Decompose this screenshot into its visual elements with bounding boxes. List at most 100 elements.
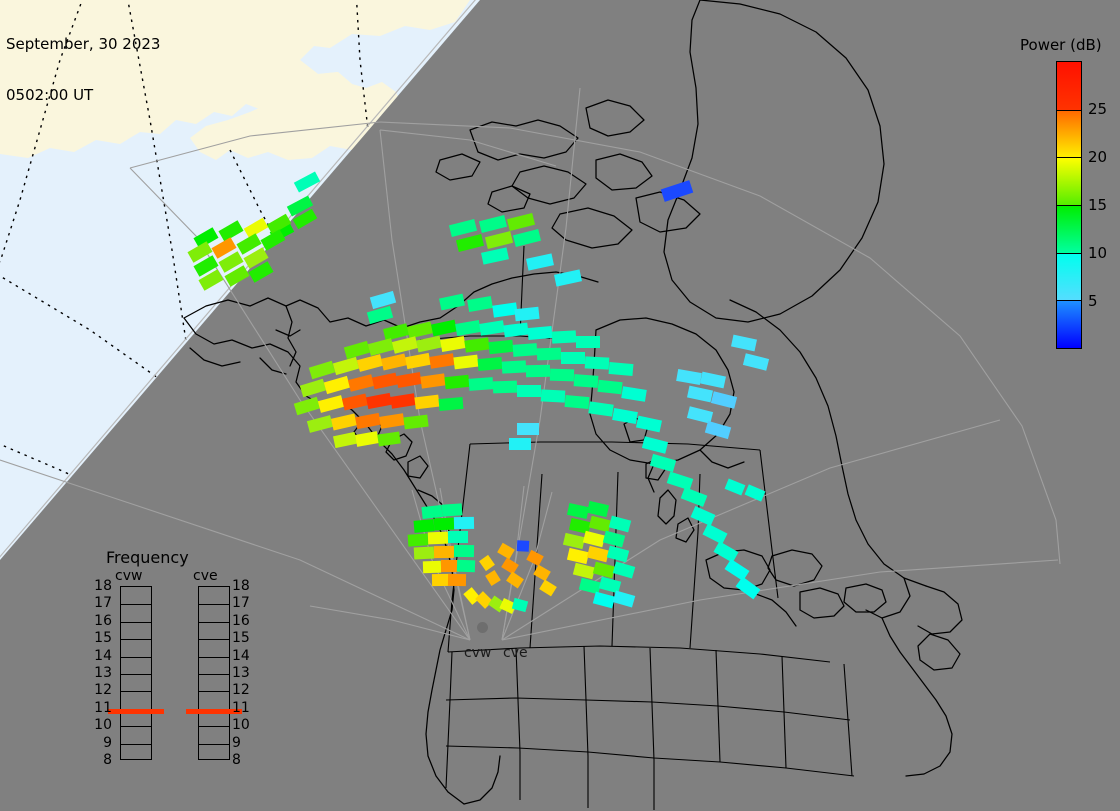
frequency-tick-label: 12 bbox=[94, 682, 112, 699]
frequency-tick-label: 16 bbox=[232, 612, 250, 629]
radar-cell bbox=[467, 296, 493, 312]
frequency-tick-label: 17 bbox=[232, 595, 250, 612]
radar-cell bbox=[198, 269, 224, 291]
frequency-tick-row bbox=[121, 726, 151, 743]
radar-cell bbox=[355, 431, 379, 447]
colorbar-tick-label: 10 bbox=[1088, 244, 1108, 262]
frequency-tick-label: 10 bbox=[94, 717, 112, 734]
radar-cell bbox=[582, 530, 606, 548]
radar-cell bbox=[586, 545, 610, 563]
colorbar-tick-label: 5 bbox=[1088, 292, 1098, 310]
radar-cell bbox=[488, 339, 514, 355]
radar-cell bbox=[690, 506, 716, 526]
radar-cell bbox=[676, 369, 702, 385]
radar-cell bbox=[330, 413, 358, 431]
radar-cell bbox=[453, 544, 475, 558]
radar-data-cells bbox=[187, 171, 770, 614]
frequency-bar-cvw bbox=[120, 586, 152, 760]
radar-cell bbox=[224, 265, 250, 287]
radar-cell bbox=[506, 571, 524, 589]
frequency-tick-row bbox=[199, 587, 229, 604]
radar-cell bbox=[366, 392, 392, 410]
frequency-tick-row bbox=[199, 691, 229, 708]
frequency-tick-row bbox=[121, 639, 151, 656]
frequency-tick-label: 8 bbox=[103, 752, 112, 768]
radar-cell bbox=[687, 385, 713, 403]
radar-cell bbox=[308, 360, 336, 380]
radar-cell bbox=[554, 269, 582, 287]
radar-cell bbox=[713, 541, 739, 563]
radar-cell bbox=[503, 322, 529, 338]
radar-cell bbox=[431, 573, 451, 587]
radar-cell bbox=[406, 321, 434, 339]
radar-cell bbox=[731, 334, 757, 352]
radar-cell bbox=[704, 420, 732, 440]
radar-cell bbox=[517, 385, 541, 397]
colorbar-segment bbox=[1057, 252, 1081, 301]
radar-cell bbox=[536, 347, 562, 361]
radar-cell bbox=[356, 354, 384, 372]
colorbar-title: Power (dB) bbox=[1020, 36, 1102, 54]
radar-cell bbox=[561, 352, 585, 364]
radar-cell bbox=[391, 336, 419, 354]
frequency-tick-row bbox=[199, 604, 229, 621]
radar-cell bbox=[660, 180, 694, 202]
radar-cell bbox=[453, 516, 475, 530]
radar-cell bbox=[463, 587, 481, 605]
radar-cell bbox=[323, 375, 351, 395]
radar-cell bbox=[533, 564, 551, 582]
colorbar-segment bbox=[1057, 109, 1081, 158]
radar-cell bbox=[372, 372, 398, 390]
radar-cell bbox=[193, 255, 219, 277]
radar-cell bbox=[562, 532, 586, 550]
radar-cell bbox=[347, 374, 375, 392]
frequency-tick-label: 16 bbox=[94, 612, 112, 629]
radar-cell bbox=[413, 546, 435, 560]
plot-time: 0502:00 UT bbox=[6, 86, 94, 104]
radar-cell bbox=[382, 323, 410, 341]
radar-cell bbox=[355, 412, 381, 430]
radar-cell bbox=[606, 545, 630, 563]
colorbar-gradient bbox=[1056, 61, 1082, 349]
radar-cell bbox=[379, 413, 405, 429]
radar-site-label-cvw: cvw bbox=[464, 645, 492, 661]
radar-cell bbox=[243, 217, 269, 239]
radar-cell bbox=[433, 517, 455, 531]
radar-cell bbox=[540, 389, 566, 403]
frequency-tick-label: 15 bbox=[232, 630, 250, 647]
radar-cell bbox=[377, 431, 401, 447]
radar-cell bbox=[649, 453, 677, 473]
radar-cell bbox=[525, 364, 551, 378]
radar-cell bbox=[527, 325, 553, 341]
colorbar-tick-label: 20 bbox=[1088, 148, 1108, 166]
radar-cell bbox=[566, 547, 590, 565]
frequency-tick-row bbox=[121, 587, 151, 604]
radar-cell bbox=[700, 371, 726, 389]
radar-cell bbox=[260, 229, 286, 251]
radar-cell bbox=[431, 319, 457, 337]
frequency-tick-row bbox=[199, 743, 229, 761]
radar-cell bbox=[549, 368, 575, 382]
frequency-tick-label: 14 bbox=[94, 647, 112, 664]
radar-cell bbox=[427, 531, 449, 545]
radar-cell bbox=[484, 231, 514, 249]
radar-cell bbox=[293, 171, 321, 193]
frequency-tick-label: 13 bbox=[232, 665, 250, 681]
frequency-column-header-cve: cve bbox=[193, 568, 218, 584]
radar-cell bbox=[666, 471, 694, 491]
radar-cell bbox=[612, 561, 636, 579]
radar-cell bbox=[612, 408, 638, 424]
radar-cell bbox=[621, 386, 647, 402]
radar-cell bbox=[744, 484, 766, 502]
radar-cell bbox=[576, 336, 600, 348]
colorbar-segment bbox=[1057, 300, 1081, 348]
radar-cell bbox=[686, 406, 714, 424]
colorbar-ticks: 25 20 15 10 5 bbox=[1086, 61, 1120, 349]
radar-cell bbox=[413, 519, 435, 533]
radar-cell bbox=[735, 576, 761, 600]
radar-cell bbox=[680, 487, 708, 507]
radar-cell bbox=[218, 251, 244, 273]
radar-cell bbox=[485, 569, 501, 587]
radar-cell bbox=[218, 220, 244, 242]
radar-cell bbox=[497, 542, 515, 560]
